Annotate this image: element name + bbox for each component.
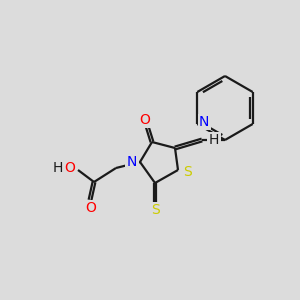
Text: O: O — [64, 161, 75, 175]
Text: O: O — [140, 113, 150, 127]
Text: H: H — [53, 161, 63, 175]
Text: O: O — [85, 201, 96, 215]
Text: S: S — [152, 203, 160, 217]
Text: N: N — [199, 115, 209, 129]
Text: S: S — [183, 165, 191, 179]
Text: N: N — [127, 155, 137, 169]
Text: H: H — [209, 133, 219, 147]
